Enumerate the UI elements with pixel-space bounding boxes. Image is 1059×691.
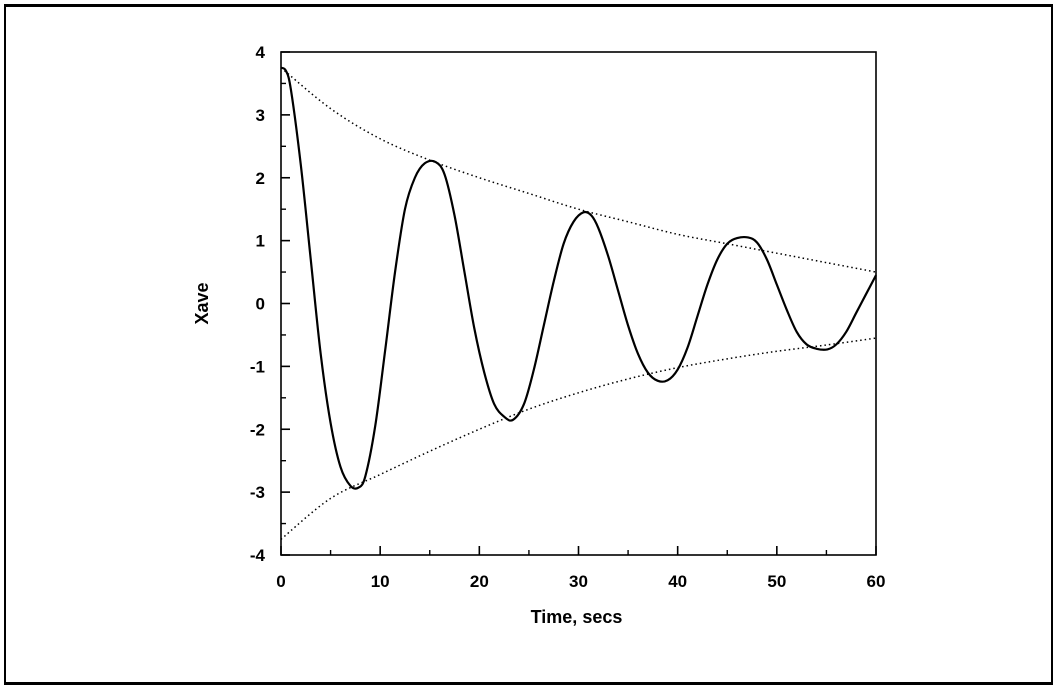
x-tick-label: 20 <box>470 572 489 591</box>
x-tick-label: 0 <box>276 572 285 591</box>
x-tick-label: 50 <box>767 572 786 591</box>
y-axis-title: Xave <box>192 282 212 324</box>
figure-frame <box>4 4 1053 685</box>
x-tick-label: 40 <box>668 572 687 591</box>
y-tick-label: -1 <box>250 357 265 376</box>
x-tick-label: 60 <box>867 572 886 591</box>
y-axis-ticks: 4 3 2 1 0 -1 -2 -3 -4 <box>250 43 290 565</box>
y-tick-label: 0 <box>256 295 265 314</box>
y-tick-label: -4 <box>250 546 266 565</box>
y-tick-label: 1 <box>256 232 265 251</box>
x-minor-ticks <box>329 550 828 555</box>
series-line-response <box>280 66 877 490</box>
x-axis-title: Time, secs <box>531 607 623 627</box>
y-tick-label: 2 <box>256 169 265 188</box>
series-line-envelope <box>280 337 877 540</box>
series-layer <box>280 66 877 540</box>
y-tick-label: -2 <box>250 420 265 439</box>
x-tick-label: 10 <box>371 572 390 591</box>
y-tick-label: -3 <box>250 483 265 502</box>
y-tick-label: 3 <box>256 106 265 125</box>
y-tick-label: 4 <box>256 43 266 62</box>
x-axis-ticks: 0 10 20 30 40 50 60 <box>276 546 885 591</box>
x-tick-label: 30 <box>569 572 588 591</box>
y-minor-ticks <box>281 82 286 525</box>
series-line-envelope <box>280 67 877 273</box>
